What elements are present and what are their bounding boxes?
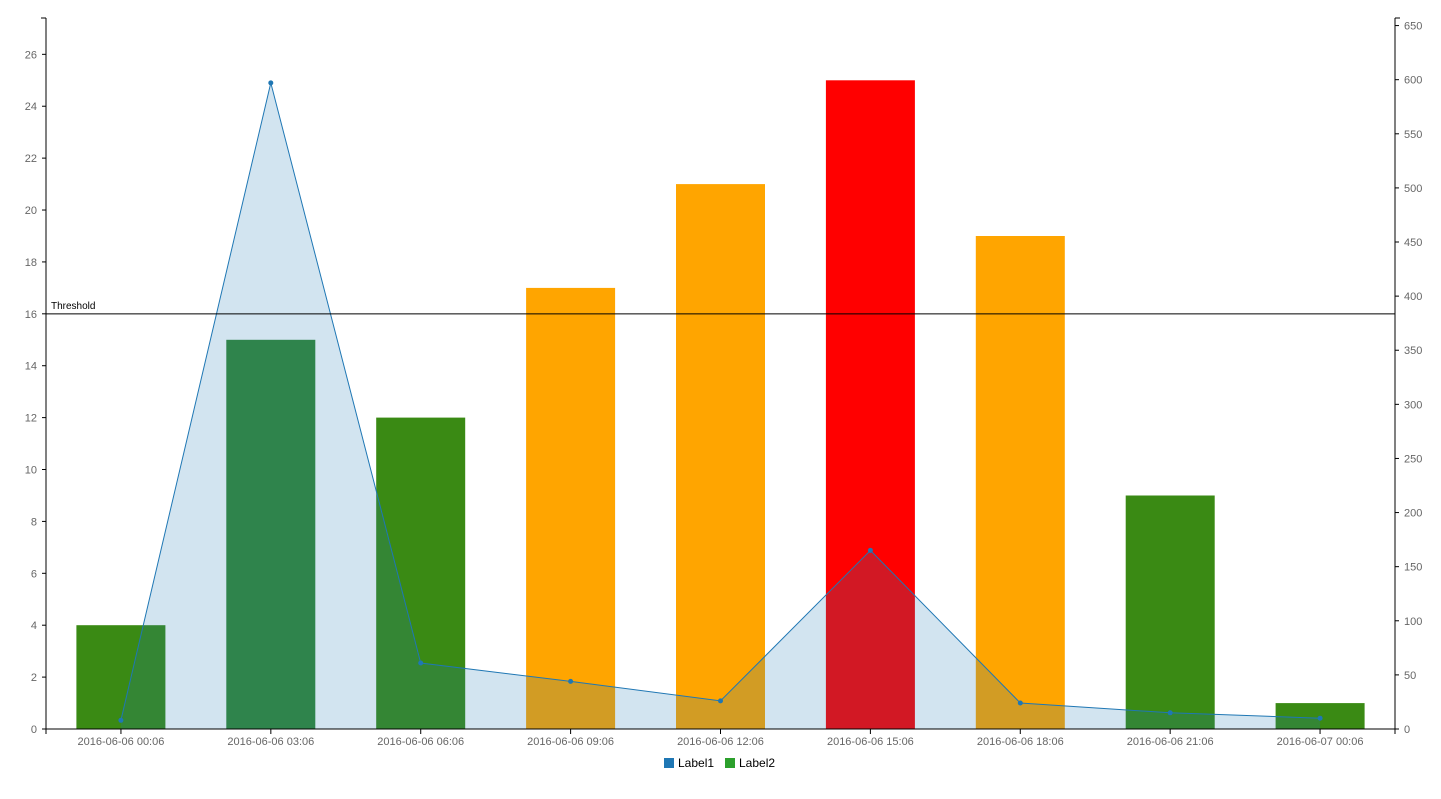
x-tick-label-0: 2016-06-06 00:06	[78, 736, 165, 748]
y2-tick-label-3: 150	[1404, 562, 1422, 574]
y-tick-label-7: 14	[25, 361, 37, 373]
bar-7	[1125, 495, 1215, 729]
line-point-6	[1017, 700, 1023, 706]
y2-tick-label-8: 400	[1404, 291, 1422, 303]
x-tick-label-5: 2016-06-06 15:06	[827, 736, 914, 748]
line-point-1	[268, 80, 274, 86]
area-layer	[120, 82, 1321, 729]
x-tick-label-3: 2016-06-06 09:06	[527, 736, 614, 748]
bar-5	[825, 80, 915, 730]
legend-label-0: Label1	[678, 756, 714, 770]
line-point-7	[1167, 710, 1173, 716]
y-tick-label-3: 6	[31, 568, 37, 580]
y-tick-label-0: 0	[31, 724, 37, 736]
line-layer	[118, 80, 1323, 723]
axis-layer: 0246810121416182022242605010015020025030…	[25, 17, 1422, 748]
bar-1	[226, 339, 316, 729]
y2-tick-label-6: 300	[1404, 399, 1422, 411]
legend-item-1: Label2	[725, 756, 775, 770]
y-tick-label-13: 26	[25, 49, 37, 61]
y2-tick-label-12: 600	[1404, 75, 1422, 87]
bar-layer	[76, 80, 1365, 730]
bar-3	[526, 287, 616, 729]
x-tick-label-4: 2016-06-06 12:06	[677, 736, 764, 748]
bar-2	[376, 417, 466, 729]
y-tick-label-8: 16	[25, 309, 37, 321]
y2-tick-label-7: 350	[1404, 345, 1422, 357]
bar-6	[975, 236, 1065, 729]
line-point-0	[118, 717, 124, 723]
y2-tick-label-2: 100	[1404, 616, 1422, 628]
area-fill	[120, 82, 1321, 729]
y-tick-label-5: 10	[25, 465, 37, 477]
y2-tick-label-10: 500	[1404, 183, 1422, 195]
bar-4	[676, 184, 765, 730]
legend-swatch-1	[725, 758, 735, 768]
y2-tick-label-1: 50	[1404, 670, 1416, 682]
line-point-4	[718, 698, 723, 704]
legend-swatch-0	[664, 758, 674, 768]
y-tick-label-10: 20	[25, 205, 37, 217]
threshold-label: Threshold	[51, 301, 95, 312]
y-tick-label-2: 4	[31, 620, 37, 632]
y2-tick-label-11: 550	[1404, 129, 1422, 141]
y2-tick-label-0: 0	[1404, 724, 1410, 736]
y2-tick-label-13: 650	[1404, 21, 1422, 33]
y-tick-label-1: 2	[31, 672, 37, 684]
x-tick-label-6: 2016-06-06 18:06	[977, 736, 1064, 748]
y2-tick-label-9: 450	[1404, 237, 1422, 249]
y2-tick-label-4: 200	[1404, 508, 1422, 520]
bar-0	[76, 625, 166, 729]
y-tick-label-4: 8	[31, 516, 37, 528]
x-tick-label-2: 2016-06-06 06:06	[377, 736, 464, 748]
y-tick-label-11: 22	[25, 153, 37, 165]
x-tick-label-8: 2016-06-07 00:06	[1277, 736, 1364, 748]
line-point-3	[568, 678, 574, 684]
legend-item-0: Label1	[664, 756, 714, 770]
x-tick-label-1: 2016-06-06 03:06	[227, 736, 314, 748]
y-tick-label-6: 12	[25, 413, 37, 425]
threshold-layer: Threshold	[46, 301, 1395, 315]
line-point-8	[1317, 715, 1323, 721]
y-tick-label-12: 24	[25, 101, 37, 113]
line-point-5	[867, 547, 873, 553]
y2-tick-label-5: 250	[1404, 453, 1422, 465]
line-point-2	[418, 660, 424, 666]
y-tick-label-9: 18	[25, 257, 37, 269]
legend-label-1: Label2	[739, 756, 775, 770]
legend-layer: Label1 Label2	[664, 756, 775, 770]
x-tick-label-7: 2016-06-06 21:06	[1127, 736, 1214, 748]
